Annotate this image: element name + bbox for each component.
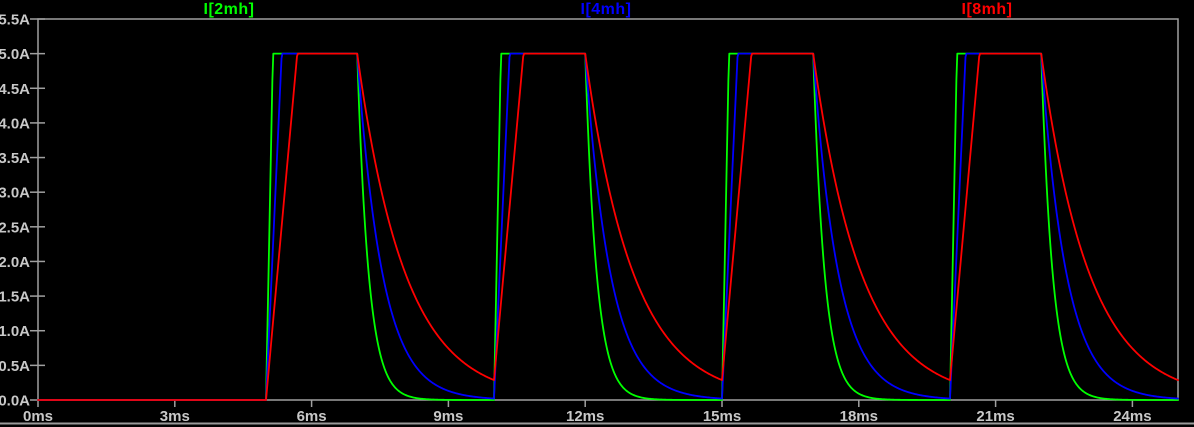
x-tick-label: 24ms bbox=[1113, 408, 1151, 425]
y-tick-label: 5.0A bbox=[0, 46, 30, 63]
y-tick-label: 2.0A bbox=[0, 254, 30, 271]
x-tick-label: 6ms bbox=[297, 408, 327, 425]
y-tick-label: 1.0A bbox=[0, 323, 30, 340]
x-tick-label: 9ms bbox=[433, 408, 463, 425]
y-tick-label: 4.0A bbox=[0, 115, 30, 132]
legend-label-i4mh[interactable]: I[4mh] bbox=[580, 1, 632, 18]
plot-border bbox=[37, 18, 1179, 401]
legend-label-i8mh[interactable]: I[8mh] bbox=[961, 1, 1013, 18]
y-tick-label: 5.5A bbox=[0, 12, 30, 29]
legend-label-i2mh[interactable]: I[2mh] bbox=[203, 1, 255, 18]
trace-8mh[interactable] bbox=[37, 52, 1179, 401]
x-tick-label: 0ms bbox=[23, 408, 53, 425]
x-tick-label: 15ms bbox=[703, 408, 741, 425]
y-tick-label: 3.0A bbox=[0, 185, 30, 202]
x-tick-label: 12ms bbox=[566, 408, 604, 425]
y-tick-label: 4.5A bbox=[0, 81, 30, 98]
x-tick-label: 3ms bbox=[160, 408, 190, 425]
y-tick-label: 0.5A bbox=[0, 358, 30, 375]
trace-4mh[interactable] bbox=[37, 52, 1179, 401]
x-tick-label: 21ms bbox=[976, 408, 1014, 425]
y-tick-label: 2.5A bbox=[0, 219, 30, 236]
y-tick-label: 0.0A bbox=[0, 393, 30, 410]
x-tick-label: 18ms bbox=[840, 408, 878, 425]
y-tick-label: 3.5A bbox=[0, 150, 30, 167]
trace-2mh[interactable] bbox=[37, 52, 1179, 401]
y-tick-label: 1.5A bbox=[0, 289, 30, 306]
